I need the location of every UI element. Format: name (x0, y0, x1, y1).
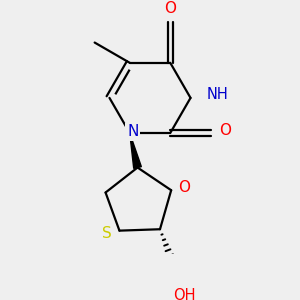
Text: O: O (219, 123, 231, 138)
Text: NH: NH (206, 87, 228, 102)
Text: N: N (127, 124, 138, 139)
Text: OH: OH (173, 288, 195, 300)
Text: S: S (102, 226, 112, 241)
Polygon shape (130, 133, 141, 168)
Text: O: O (164, 1, 176, 16)
Text: O: O (178, 180, 190, 195)
